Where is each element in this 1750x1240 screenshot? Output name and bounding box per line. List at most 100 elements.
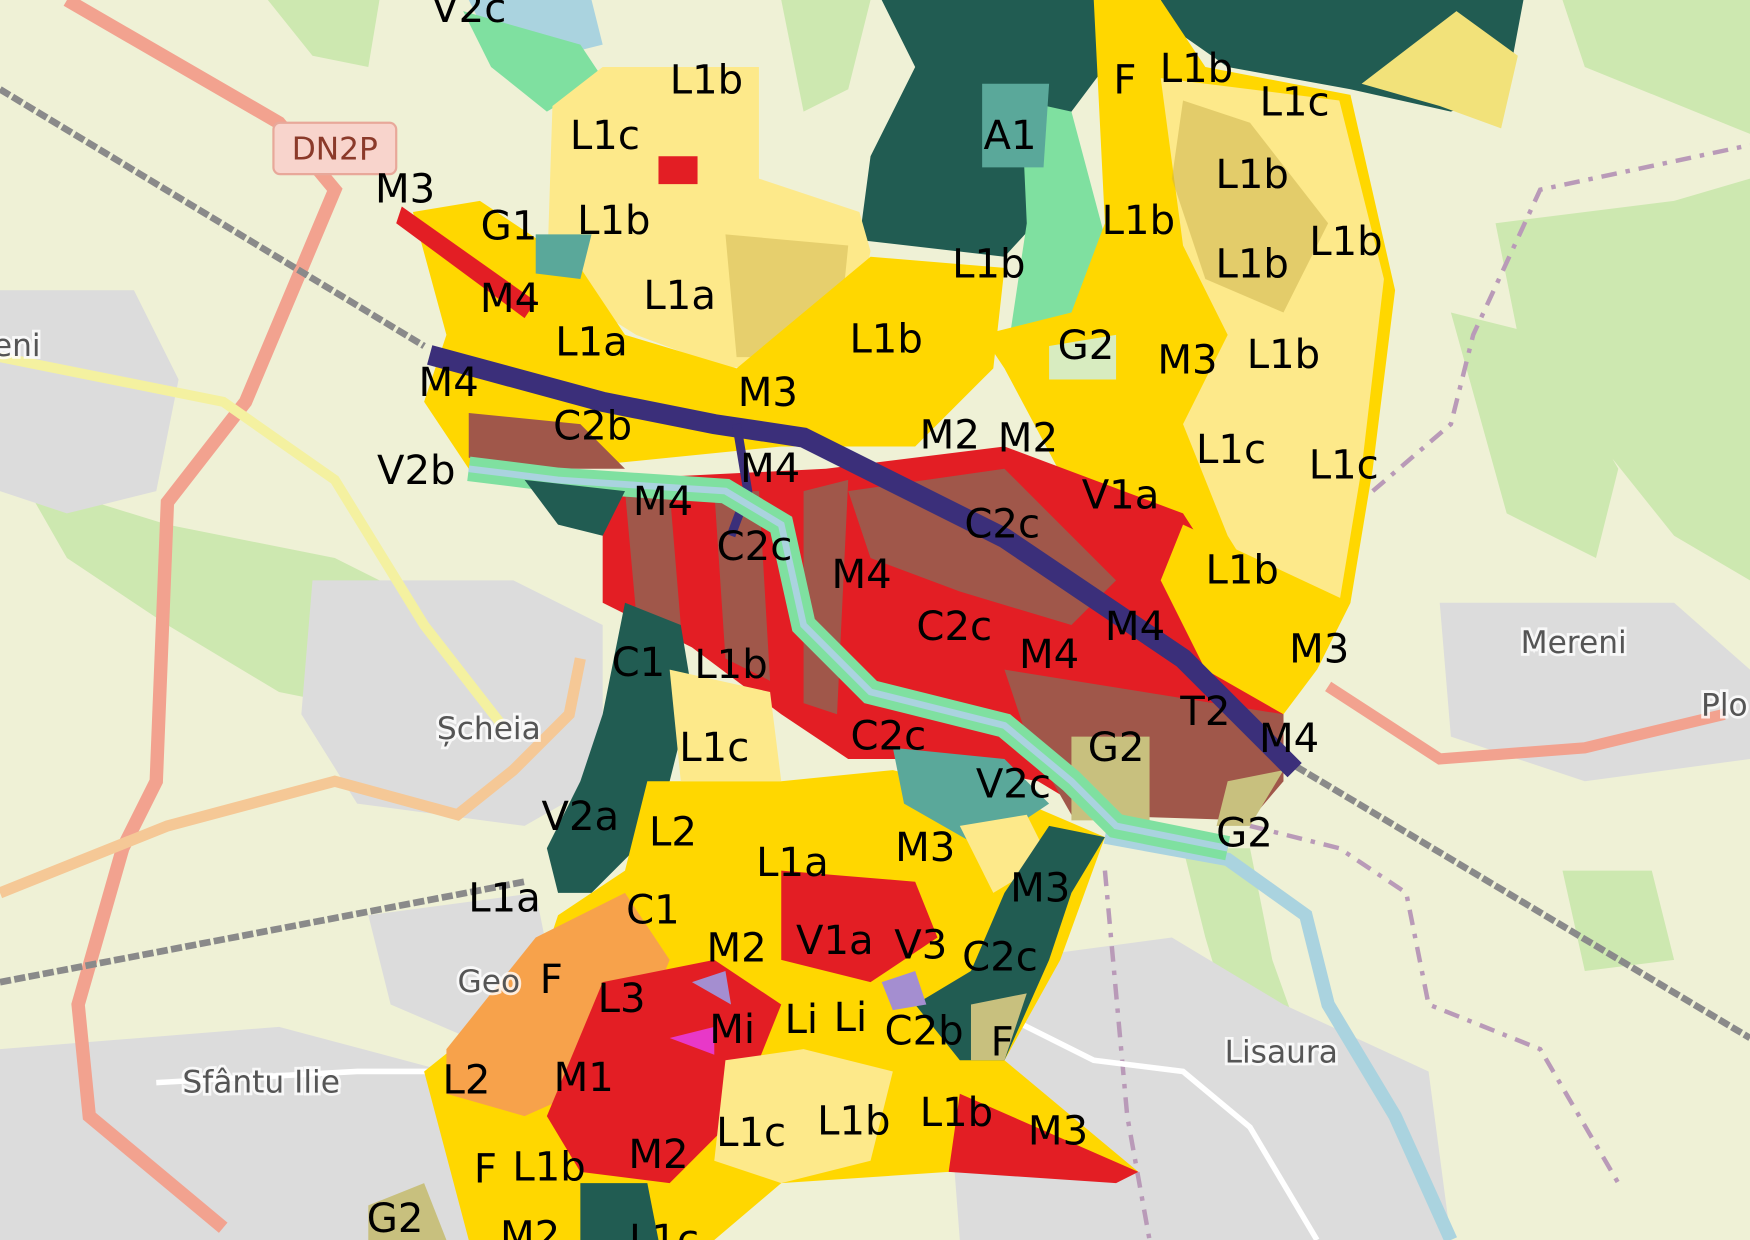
zone-label: M3 [1010,865,1070,911]
town-area [0,1026,480,1240]
zone-residential-light[interactable] [546,66,871,369]
zone-brown[interactable] [848,468,1117,626]
zone-label: L1b [920,1090,993,1136]
zone-label: M3 [1289,627,1349,673]
place-names: Șcheia Mereni Plo Geo Sfântu Ilie Lisaura eni [0,325,1750,1103]
zone-label: L1c [1309,442,1379,488]
zone-label: M4 [1105,604,1165,650]
zone-label: M4 [419,360,479,406]
zone-label: C2c [964,502,1040,548]
zone-g2-north[interactable] [1049,334,1117,380]
zone-label: M3 [895,825,955,871]
road [0,352,507,729]
zone-label: C2c [717,524,793,570]
place-name: Șcheia [437,711,541,747]
zone-forest[interactable] [915,825,1105,1061]
zone-residential[interactable] [1160,524,1351,715]
zone-label: F [1113,57,1136,103]
zone-brown[interactable] [468,412,625,469]
zone-label: C2b [885,1008,964,1054]
road [0,657,586,899]
zone-mixed[interactable] [781,870,938,983]
zone-forest[interactable] [580,1183,659,1240]
river [468,465,1229,852]
zone-label: M2 [707,926,767,972]
zone-label: L2 [649,810,697,856]
zone-label: F [474,1147,497,1193]
zone-label: L3 [598,976,646,1022]
zone-residential-light[interactable] [669,669,782,782]
zone-label: Li [785,997,819,1043]
zone-label: C1 [626,888,680,934]
zone-label: L1a [756,840,829,886]
place-name: Mereni [1521,625,1627,661]
zone-forest[interactable] [524,479,625,536]
zone-label: C2c [916,604,992,650]
zone-label: G2 [367,1196,424,1240]
zone-label: L1b [670,57,743,103]
zone-label: L1b [694,642,767,688]
zone-g2[interactable] [368,1183,447,1240]
zone-label: L1c [716,1110,786,1156]
zone-label: F [540,957,563,1003]
zone-label: L1b [577,198,650,244]
zone-label: L1c [1260,80,1330,126]
zone-label: L1a [555,320,628,366]
town-area [301,580,603,826]
zone-label: M3 [738,370,798,416]
zone-green[interactable] [463,11,603,112]
zone-residential-light[interactable] [959,814,1050,893]
zone-label: V1a [1082,473,1160,519]
place-name: eni [0,328,41,364]
zone-label: M2 [500,1214,560,1240]
zone-label: C2c [851,714,927,760]
zone-label: L1a [468,875,541,921]
zone-label: V3 [894,922,947,968]
zone-light-yellow[interactable] [1361,11,1518,129]
zone-label: Mi [709,1007,755,1053]
road [1325,681,1726,765]
zone-label: L1b [952,242,1025,288]
zone-f[interactable] [970,993,1027,1061]
zone-label: L1c [570,113,640,159]
zone-label: Li [834,995,868,1041]
zone-label: L1b [1205,547,1278,593]
zone-label: M2 [628,1132,688,1178]
zone-mi[interactable] [669,1026,715,1055]
zone-label: L1b [1216,152,1289,198]
zone-residential-light[interactable] [714,1049,893,1184]
zone-label: M4 [1019,632,1079,678]
zone-label: L1c [629,1217,699,1240]
zone-label: M4 [480,276,540,322]
zone-a1[interactable] [982,83,1050,168]
zone-label: M4 [740,446,800,492]
zone-m3[interactable] [396,206,536,319]
zone-label: C1 [612,640,666,686]
place-name: Sfântu Ilie [182,1065,340,1101]
town-area [1439,602,1750,782]
zone-label: G2 [1088,725,1145,771]
zone-brown[interactable] [625,479,849,715]
zoning-layer [368,0,1524,1240]
zone-label: L1b [1102,198,1175,244]
zone-red[interactable] [658,156,698,185]
town-area [0,290,179,514]
zone-label: L1c [679,725,749,771]
zone-transport[interactable] [427,345,1302,778]
zone-label: L1b [1160,46,1233,92]
zone-label: L1b [817,1099,890,1145]
road [156,1013,1320,1240]
zone-m3[interactable] [948,1093,1139,1184]
zone-g2[interactable] [1071,736,1284,826]
zone-label: M3 [1028,1109,1088,1155]
zone-label: L1a [643,273,716,319]
zone-label: L1c [1196,427,1266,473]
zone-forest[interactable] [546,602,692,893]
zone-label: V2b [377,448,456,494]
place-name: Geo [458,964,521,1000]
zone-g1[interactable] [535,234,592,280]
zone-label: L1b [1216,242,1289,288]
zone-purple[interactable] [691,971,927,1011]
